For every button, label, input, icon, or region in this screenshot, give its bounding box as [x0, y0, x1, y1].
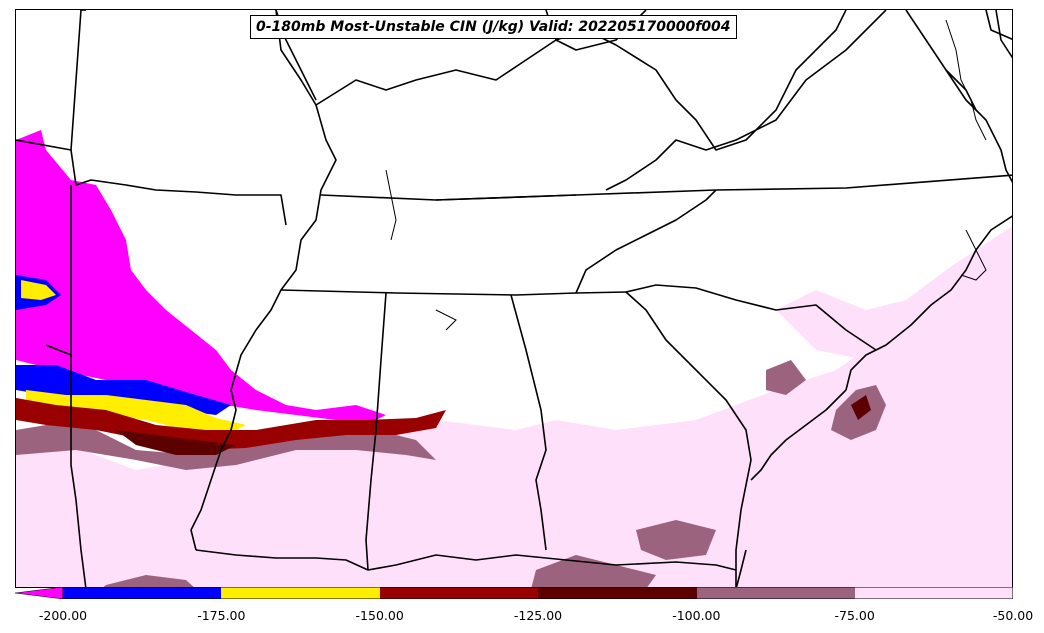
pamlico-sound — [960, 229, 987, 281]
colorbar-bin-yellow — [221, 587, 380, 599]
colorbar-tick-label: -175.00 — [197, 608, 246, 623]
colorbar-extend-low — [15, 587, 64, 599]
boundary-oklahoma-texas — [16, 139, 287, 226]
boundary-north-carolina-south — [625, 284, 877, 351]
cin-map — [16, 10, 1012, 587]
boundary-north-carolina-virginia — [575, 189, 717, 294]
lake-guntersville — [435, 309, 457, 331]
cin-region-red-band — [16, 398, 446, 450]
boundary-nj — [985, 10, 1012, 41]
cin-region-maroon-carolina — [851, 395, 871, 420]
cin-region-yellow-band — [26, 390, 246, 435]
cin-fill-layer — [16, 130, 1012, 587]
boundary-tennessee-north — [320, 174, 1012, 201]
lake-kentucky — [385, 169, 397, 241]
cin-region-mauve-sc — [766, 360, 806, 395]
map-panel — [15, 9, 1013, 588]
boundary-tennessee-south — [280, 289, 627, 296]
cin-region-mauve-texas — [103, 575, 194, 587]
boundary-gulf-coast — [195, 549, 547, 571]
colorbar-tick-label: -125.00 — [513, 608, 563, 623]
state-boundaries — [16, 10, 1012, 587]
colorbar — [15, 587, 1013, 599]
boundary-mississippi-river — [190, 10, 337, 551]
colorbar-tick-label: -75.00 — [834, 608, 875, 623]
boundary-nc-coast — [845, 215, 1012, 391]
boundary-georgia-southcarolina — [625, 291, 752, 587]
cin-region-light-pink-coast — [776, 226, 1012, 360]
boundary-sc-coast — [750, 389, 847, 481]
colorbar-bin-maroon — [538, 587, 697, 599]
boundary-delmarva — [995, 10, 1012, 59]
colorbar-bin-lightpink — [855, 587, 1013, 599]
boundary-alabama-georgia — [510, 294, 547, 551]
colorbar-tick-label: -200.00 — [38, 608, 88, 623]
boundary-maryland — [905, 10, 977, 111]
cin-region-yellow-north — [21, 280, 56, 300]
boundary-virginia-coast — [945, 69, 1012, 183]
colorbar-tick-label: -50.00 — [992, 608, 1034, 623]
colorbar-bin-mauve — [697, 587, 855, 599]
cin-region-blue-band — [16, 365, 231, 415]
boundary-florida-panhandle — [735, 549, 747, 587]
cin-region-light-pink-south — [16, 241, 1012, 587]
boundary-westvirginia — [675, 10, 847, 151]
boundary-arkansas-west — [70, 10, 82, 151]
cin-region-mauve-gulf — [531, 555, 656, 587]
colorbar-bin-red — [380, 587, 538, 599]
colorbar-tick-label: -150.00 — [355, 608, 404, 623]
cin-region-magenta-texas — [16, 130, 386, 420]
colorbar-bin-blue — [63, 587, 221, 599]
boundary-kentucky-tennessee — [435, 194, 577, 201]
cin-region-mauve-georgia — [636, 520, 716, 560]
boundary-kentucky-north — [315, 29, 677, 106]
boundary-texas-louisiana — [45, 344, 87, 587]
coastline-details — [385, 19, 987, 331]
boundary-kentucky-virginia — [605, 10, 887, 191]
boundary-georgia-florida — [545, 557, 737, 571]
chesapeake-bay — [945, 19, 987, 141]
boundary-mississippi-alabama — [365, 292, 387, 571]
colorbar-tick-label: -100.00 — [672, 608, 721, 623]
cin-region-maroon-band — [116, 430, 236, 455]
map-title: 0-180mb Most-Unstable CIN (J/kg) Valid: … — [250, 15, 737, 39]
